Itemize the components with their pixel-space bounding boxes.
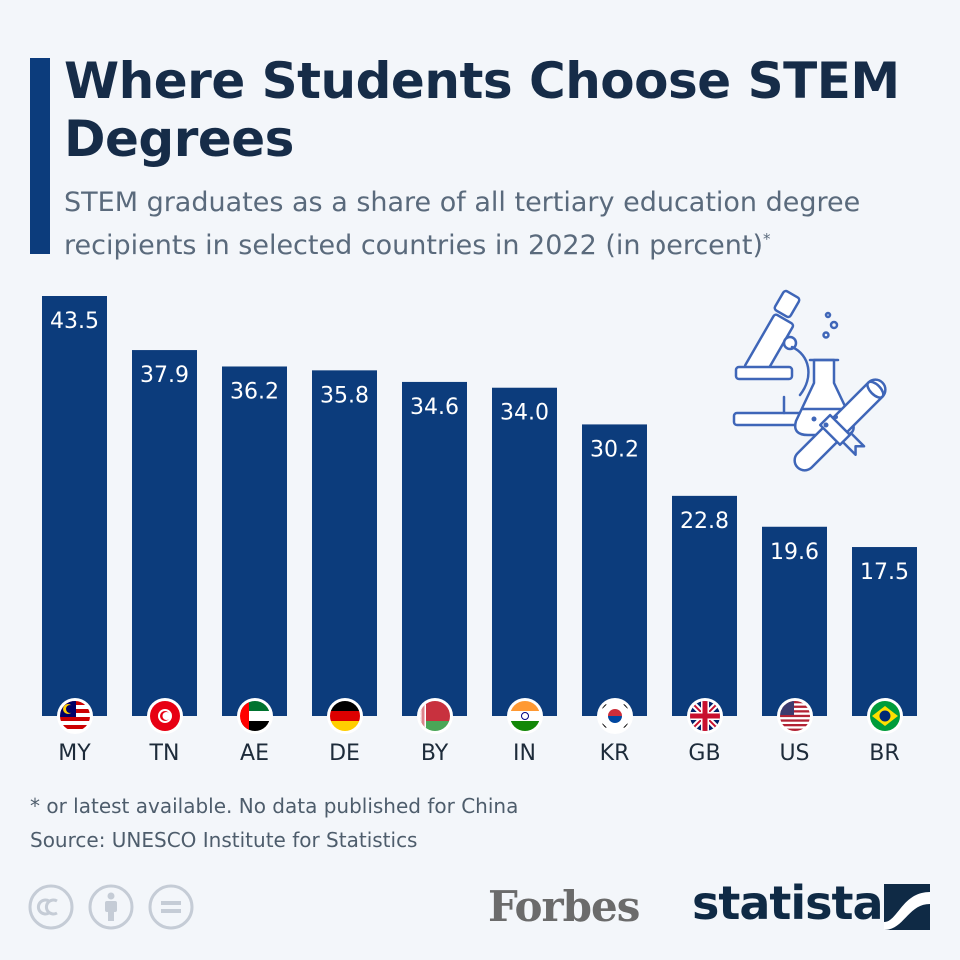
category-label-in: IN <box>513 741 536 766</box>
bar-in <box>492 387 557 716</box>
uae-flag-icon <box>237 698 273 734</box>
category-label-by: BY <box>421 741 449 766</box>
license-icons <box>28 884 194 930</box>
brazil-flag-icon <box>867 698 903 734</box>
india-flag-icon <box>507 698 543 734</box>
bar-by <box>402 381 467 716</box>
value-label-br: 17.5 <box>860 560 909 585</box>
chart-subtitle: STEM graduates as a share of all tertiar… <box>64 185 944 264</box>
bar-tn <box>132 350 197 716</box>
category-label-br: BR <box>869 741 899 766</box>
usa-flag-icon <box>777 698 813 734</box>
statista-mark-icon <box>884 884 930 930</box>
bar-chart: 43.5 37.9 36.2 35.8 34.6 34.0 30.2 22.8 19.6 17.5 <box>42 296 917 766</box>
value-label-in: 34.0 <box>500 401 549 426</box>
value-label-gb: 22.8 <box>680 509 729 534</box>
belarus-flag-icon <box>417 698 453 734</box>
no-derivatives-icon <box>148 884 194 930</box>
forbes-logo: Forbes <box>488 882 640 931</box>
value-label-by: 34.6 <box>410 395 459 420</box>
category-label-my: MY <box>58 741 91 766</box>
bar-my <box>42 296 107 716</box>
attribution-icon <box>88 884 134 930</box>
microscope-flask-diploma-icon <box>732 289 887 472</box>
statista-logo: statista <box>692 876 884 930</box>
bar-br <box>852 547 917 716</box>
category-label-kr: KR <box>600 741 630 766</box>
bar-ae <box>222 366 287 716</box>
category-label-tn: TN <box>149 741 180 766</box>
value-label-my: 43.5 <box>50 309 99 334</box>
category-label-gb: GB <box>688 741 720 766</box>
malaysia-flag-icon <box>57 698 93 734</box>
value-label-us: 19.6 <box>770 540 819 565</box>
chart-title: Where Students Choose STEM Degrees <box>64 52 900 168</box>
bar-kr <box>582 424 647 716</box>
category-label-de: DE <box>329 741 360 766</box>
tunisia-flag-icon <box>147 698 183 734</box>
footnote: * or latest available. No data published… <box>30 794 519 818</box>
title-accent-bar <box>30 58 50 254</box>
value-label-kr: 30.2 <box>590 437 639 462</box>
bar-us <box>762 526 827 716</box>
bar-gb <box>672 495 737 716</box>
value-label-ae: 36.2 <box>230 379 279 404</box>
uk-flag-icon <box>687 698 723 734</box>
subtitle-text: STEM graduates as a share of all tertiar… <box>64 187 861 261</box>
south-korea-flag-icon <box>597 698 633 734</box>
value-label-tn: 37.9 <box>140 363 189 388</box>
value-label-de: 35.8 <box>320 383 369 408</box>
category-label-us: US <box>779 741 809 766</box>
germany-flag-icon <box>327 698 363 734</box>
subtitle-asterisk: * <box>763 230 771 248</box>
category-label-ae: AE <box>240 741 269 766</box>
source-note: Source: UNESCO Institute for Statistics <box>30 828 418 852</box>
cc-icon <box>28 884 74 930</box>
bar-de <box>312 370 377 716</box>
